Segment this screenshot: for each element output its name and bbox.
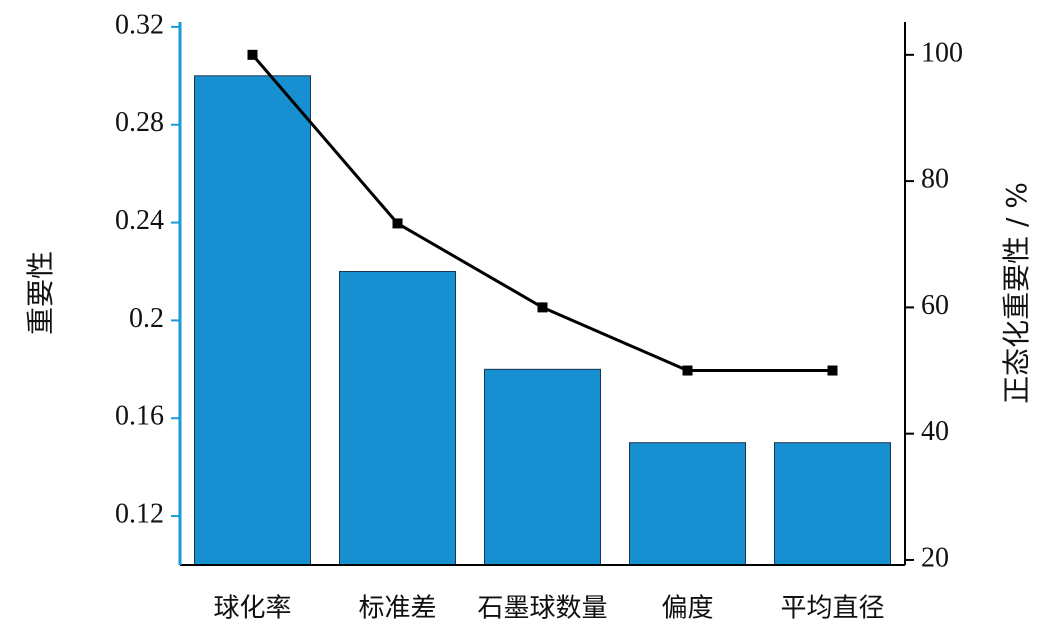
y2-axis-label: 正态化重要性 / % — [1000, 182, 1033, 404]
y-axis-label: 重要性 — [24, 251, 57, 335]
bar — [774, 442, 891, 566]
bar — [484, 368, 601, 566]
y-tick-label: 0.16 — [115, 401, 164, 432]
x-tick-label: 偏度 — [661, 594, 713, 624]
marker — [247, 49, 258, 60]
y-tick-label: 0.28 — [115, 107, 164, 138]
marker — [537, 302, 548, 313]
y2-tick-label: 100 — [921, 37, 963, 68]
x-tick-label: 平均直径 — [780, 594, 884, 624]
y-tick-label: 0.24 — [115, 205, 164, 236]
x-tick-label: 球化率 — [213, 594, 291, 624]
bar — [194, 75, 311, 566]
x-tick-label: 石墨球数量 — [477, 594, 607, 624]
marker — [827, 365, 838, 376]
y-tick-label: 0.2 — [129, 303, 164, 334]
marker — [682, 365, 693, 376]
x-tick-label: 标准差 — [358, 594, 436, 624]
y2-tick-label: 60 — [921, 290, 949, 321]
y2-tick-label: 40 — [921, 416, 949, 447]
y2-tick-label: 80 — [921, 164, 949, 195]
marker — [392, 218, 403, 229]
y-tick-label: 0.32 — [115, 9, 164, 40]
bar — [339, 270, 456, 566]
bar — [629, 442, 746, 566]
y-tick-label: 0.12 — [115, 499, 164, 530]
y2-tick-label: 20 — [921, 542, 949, 573]
